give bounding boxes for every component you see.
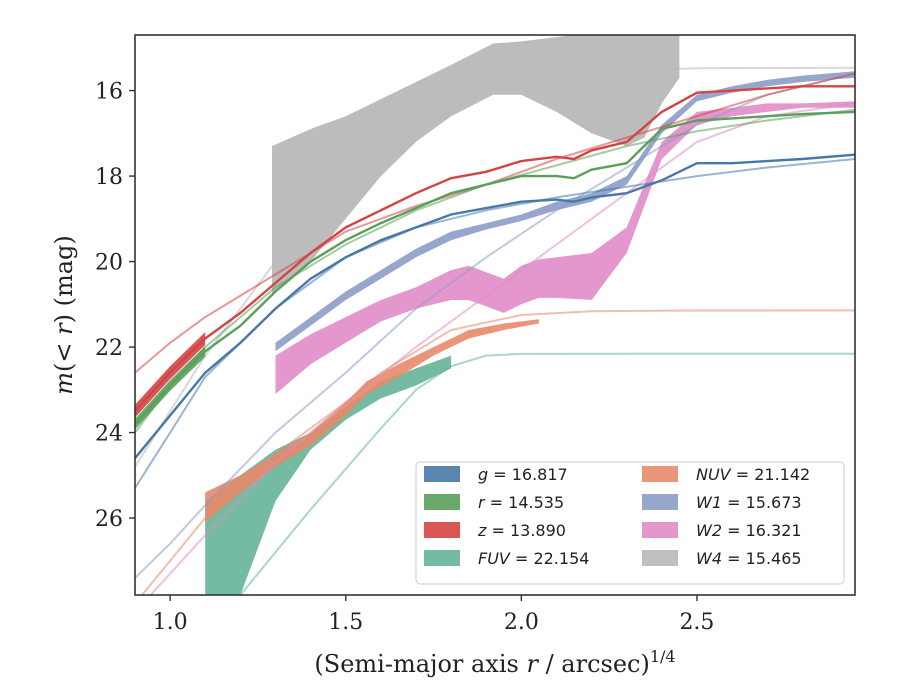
y-axis: 16 18 20 22 24 26: [95, 80, 135, 532]
legend-frame: [415, 461, 845, 585]
plot-area: [135, 35, 855, 595]
y-axis-label: m(< r) (mag): [50, 235, 78, 395]
y-tick-label: 26: [95, 507, 123, 532]
legend-swatch-w4: [642, 550, 678, 566]
data-curve-z: [135, 85, 855, 413]
x-axis-label: (Semi-major axis r / arcsec)1/4: [314, 647, 675, 678]
x-tick-label: 2.5: [679, 610, 714, 635]
legend-swatch-w1: [642, 494, 678, 510]
legend-label-g: g = 16.817: [478, 465, 568, 484]
x-axis: 1.0 1.5 2.0 2.5: [153, 595, 714, 635]
x-tick-label: 1.5: [328, 610, 363, 635]
y-tick-label: 16: [95, 80, 123, 105]
model-curve-nuv: [140, 309, 855, 595]
legend-swatch-r: [424, 494, 460, 510]
y-tick-label: 18: [95, 165, 123, 190]
legend-swatch-z: [424, 522, 460, 538]
y-tick-label: 20: [95, 251, 123, 276]
data-band-z: [135, 332, 206, 418]
model-curve-w4: [135, 66, 855, 468]
legend-label-nuv: NUV = 21.142: [696, 465, 810, 484]
legend-label-fuv: FUV = 22.154: [478, 549, 589, 568]
legend-swatch-w2: [642, 522, 678, 538]
model-curve-fuv: [239, 352, 855, 595]
legend-label-w4: W4 = 15.465: [696, 549, 802, 568]
data-curve-r: [135, 110, 855, 425]
model-curve-g: [135, 158, 855, 489]
legend-label-w1: W1 = 15.673: [696, 493, 802, 512]
legend-swatch-g: [424, 466, 460, 482]
legend-label-r: r = 14.535: [478, 493, 564, 512]
legend-swatch-nuv: [642, 466, 678, 482]
legend: g = 16.817 r = 14.535 z = 13.890 FUV = 22.1…: [415, 461, 845, 585]
plot-frame: [134, 34, 856, 596]
y-tick-label: 22: [95, 336, 123, 361]
band-w4: [272, 35, 680, 296]
legend-swatch-fuv: [424, 550, 460, 566]
legend-label-z: z = 13.890: [477, 521, 566, 540]
y-tick-label: 24: [95, 422, 123, 447]
x-tick-label: 2.0: [504, 610, 539, 635]
x-tick-label: 1.0: [153, 610, 188, 635]
model-curve-z: [135, 72, 855, 374]
model-curve-w2: [149, 102, 855, 595]
data-curve-g: [135, 153, 855, 459]
legend-label-w2: W2 = 16.321: [696, 521, 802, 540]
